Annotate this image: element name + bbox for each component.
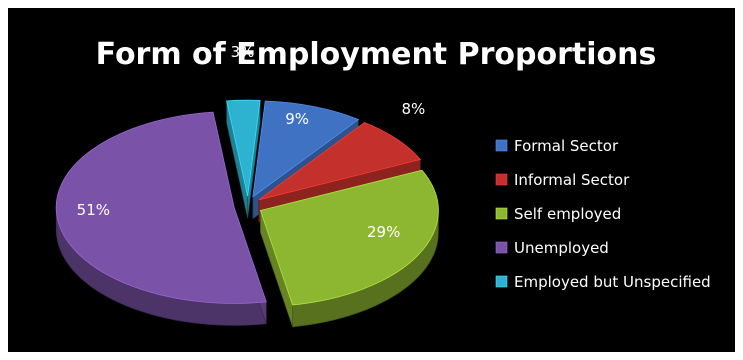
legend-swatch bbox=[495, 241, 508, 254]
pie-chart: Form of Employment Proportions 9% 8% 29% 51… bbox=[55, 37, 711, 328]
slice-top-face bbox=[259, 169, 439, 306]
data-label: 29% bbox=[367, 223, 400, 241]
legend-label: Formal Sector bbox=[514, 137, 619, 155]
legend-item: Self employed bbox=[495, 205, 621, 223]
legend-swatch bbox=[495, 139, 508, 152]
chart-frame: Form of Employment Proportions 9% 8% 29% 51… bbox=[8, 8, 735, 352]
slice-top-face bbox=[252, 100, 360, 198]
pie-slice-employed-but-unspecified bbox=[226, 99, 261, 219]
legend-label: Self employed bbox=[514, 205, 621, 223]
pie-slice-self-employed bbox=[259, 169, 439, 328]
legend: Formal Sector Informal Sector Self employe… bbox=[495, 137, 711, 291]
legend-label: Informal Sector bbox=[514, 171, 630, 189]
legend-item: Informal Sector bbox=[495, 171, 630, 189]
legend-swatch bbox=[495, 173, 508, 186]
pie-slice-unemployed bbox=[55, 111, 267, 326]
data-label: 9% bbox=[285, 110, 309, 128]
legend-label: Employed but Unspecified bbox=[514, 273, 711, 291]
legend-item: Formal Sector bbox=[495, 137, 619, 155]
chart-title: Form of Employment Proportions bbox=[96, 37, 657, 72]
legend-swatch bbox=[495, 275, 508, 288]
legend-item: Unemployed bbox=[495, 239, 609, 257]
data-label: 51% bbox=[77, 201, 110, 219]
pie-layer: 9% 8% 29% 51% 3% bbox=[55, 43, 439, 328]
legend-swatch bbox=[495, 207, 508, 220]
data-label: 8% bbox=[401, 100, 425, 118]
legend-label: Unemployed bbox=[514, 239, 609, 257]
data-label: 3% bbox=[231, 43, 255, 61]
slice-top-face bbox=[226, 99, 261, 197]
legend-item: Employed but Unspecified bbox=[495, 273, 711, 291]
slice-top-face bbox=[258, 122, 422, 201]
slice-top-face bbox=[55, 111, 267, 304]
